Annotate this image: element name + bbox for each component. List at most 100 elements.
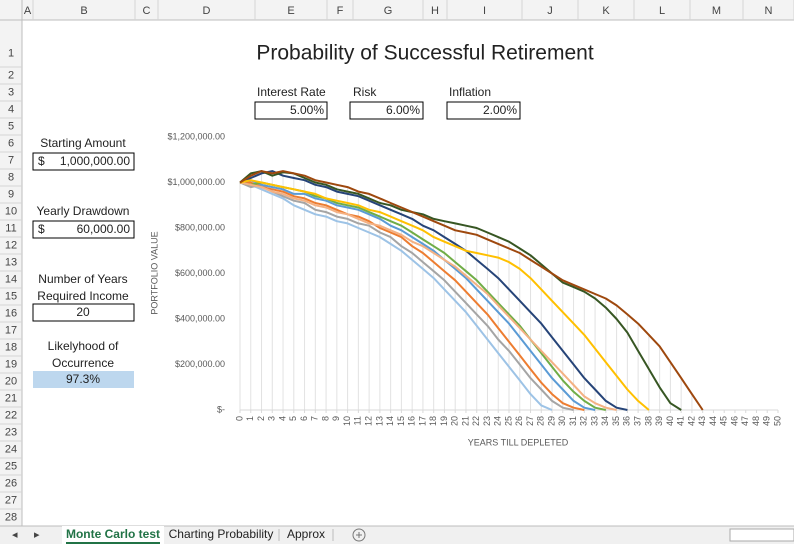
x-tick-label: 33 [589, 416, 599, 426]
row-header: 15 [5, 290, 17, 302]
value: 60,000.00 [77, 222, 131, 236]
tab-bar [0, 526, 794, 544]
row-header: 12 [5, 239, 17, 251]
y-tick-label: $200,000.00 [175, 359, 225, 369]
y-axis-title: PORTFOLIO VALUE [149, 231, 159, 314]
row-header: 25 [5, 460, 17, 472]
label: Starting Amount [40, 136, 126, 150]
row-header-bar [0, 0, 22, 526]
x-axis-title: YEARS TILL DEPLETED [468, 437, 569, 447]
row-header: 22 [5, 409, 17, 421]
y-tick-label: $600,000.00 [175, 268, 225, 278]
column-header: B [80, 5, 87, 17]
column-header: J [547, 5, 553, 17]
x-tick-label: 37 [632, 416, 642, 426]
tab-label[interactable]: Approx [287, 527, 325, 541]
x-tick-label: 49 [762, 416, 772, 426]
sheet-title: Probability of Successful Retirement [256, 42, 593, 65]
row-header: 17 [5, 324, 17, 336]
row-header: 18 [5, 341, 17, 353]
input-cell[interactable] [32, 303, 135, 322]
x-tick-label: 0 [234, 416, 244, 421]
row-header: 19 [5, 358, 17, 370]
label: Interest Rate [257, 85, 326, 99]
series-line [239, 170, 704, 411]
x-tick-label: 47 [740, 416, 750, 426]
x-tick-label: 28 [536, 416, 546, 426]
input-cell[interactable] [446, 101, 521, 120]
x-tick-label: 26 [514, 416, 524, 426]
label: Risk [353, 85, 377, 99]
x-tick-label: 40 [665, 416, 675, 426]
x-tick-label: 7 [310, 416, 320, 421]
row-header: 3 [8, 86, 14, 98]
tab-label: Monte Carlo test [66, 527, 160, 541]
input-cell[interactable] [32, 220, 135, 239]
column-header: F [337, 5, 344, 17]
x-tick-label: 24 [493, 416, 503, 426]
x-tick-label: 23 [482, 416, 492, 426]
column-header: C [143, 5, 151, 17]
series-line [239, 170, 682, 411]
x-tick-label: 42 [686, 416, 696, 426]
horizontal-scrollbar[interactable] [729, 528, 794, 542]
scroll-left[interactable]: ◂ [12, 529, 18, 541]
tab-label[interactable]: Charting Probability [169, 527, 274, 541]
x-tick-label: 35 [611, 416, 621, 426]
value: 6.00% [386, 103, 420, 117]
input-cell[interactable] [254, 101, 328, 120]
series-line [239, 179, 596, 411]
x-tick-label: 22 [471, 416, 481, 426]
label: Number of Years [38, 272, 127, 286]
y-tick-label: $- [217, 404, 225, 414]
active-tab[interactable] [62, 526, 164, 544]
row-header: 13 [5, 256, 17, 268]
x-tick-label: 20 [450, 416, 460, 426]
row-header: 11 [5, 222, 16, 234]
column-header: D [203, 5, 211, 17]
x-tick-label: 5 [288, 416, 298, 421]
row-header: 10 [5, 205, 17, 217]
column-header: M [712, 5, 721, 17]
x-tick-label: 1 [245, 416, 255, 421]
input-cell[interactable] [32, 152, 135, 171]
x-tick-label: 21 [460, 416, 470, 426]
y-tick-label: $400,000.00 [175, 313, 225, 323]
x-tick-label: 39 [654, 416, 664, 426]
column-header: K [602, 5, 610, 17]
column-header: N [765, 5, 773, 17]
value: 2.00% [483, 103, 517, 117]
x-tick-label: 15 [396, 416, 406, 426]
x-tick-label: 12 [363, 416, 373, 426]
currency: $ [38, 222, 45, 236]
label: Yearly Drawdown [37, 204, 130, 218]
y-tick-label: $1,200,000.00 [167, 131, 225, 141]
x-tick-label: 2 [256, 416, 266, 421]
y-tick-label: $800,000.00 [175, 222, 225, 232]
series-line [239, 181, 617, 411]
column-header-bar [0, 0, 794, 20]
x-tick-label: 50 [772, 416, 782, 426]
row-header: 23 [5, 426, 17, 438]
currency: $ [38, 154, 45, 168]
x-tick-label: 36 [622, 416, 632, 426]
scroll-right[interactable]: ▸ [34, 529, 40, 541]
series-line [239, 181, 553, 411]
label: Required Income [37, 289, 129, 303]
x-tick-label: 19 [439, 416, 449, 426]
row-header: 28 [5, 511, 17, 523]
x-tick-label: 32 [579, 416, 589, 426]
x-tick-label: 27 [525, 416, 535, 426]
x-tick-label: 14 [385, 416, 395, 426]
x-tick-label: 16 [407, 416, 417, 426]
x-tick-label: 10 [342, 416, 352, 426]
row-header: 21 [5, 392, 17, 404]
input-cell[interactable] [349, 101, 424, 120]
x-tick-label: 31 [568, 416, 578, 426]
value: 20 [76, 305, 90, 319]
column-header: L [659, 5, 665, 17]
x-tick-label: 4 [277, 416, 287, 421]
row-header: 1 [8, 47, 14, 59]
add-sheet[interactable] [352, 528, 366, 542]
